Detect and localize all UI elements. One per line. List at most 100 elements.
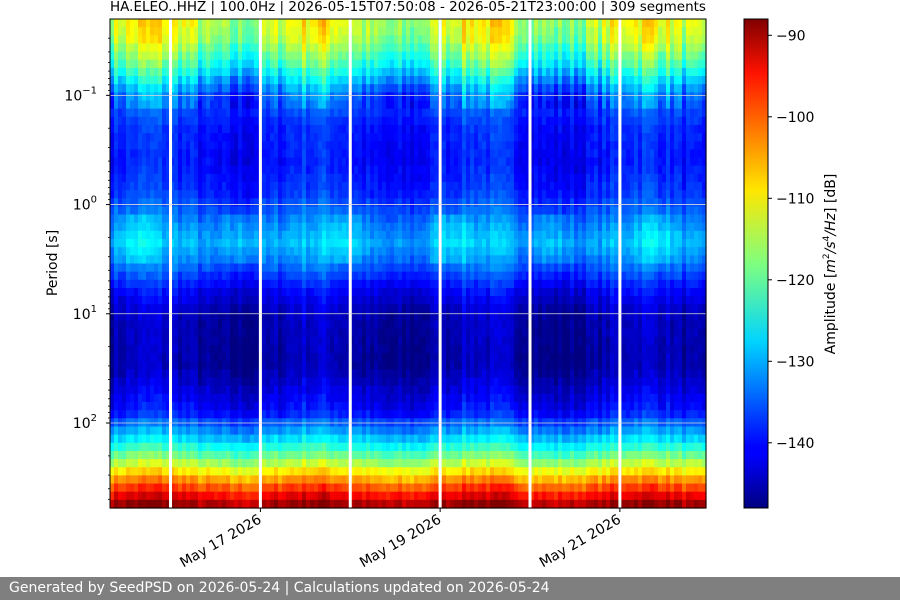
spectrogram-cell bbox=[538, 157, 543, 167]
spectrogram-cell bbox=[206, 59, 211, 69]
spectrogram-cell bbox=[418, 222, 423, 232]
spectrogram-cell bbox=[626, 247, 631, 256]
spectrogram-cell bbox=[322, 116, 327, 126]
spectrogram-cell bbox=[310, 51, 315, 61]
spectrogram-cell bbox=[130, 92, 135, 102]
spectrogram-cell bbox=[418, 255, 423, 265]
spectrogram-cell bbox=[698, 247, 703, 256]
spectrogram-cell bbox=[538, 182, 543, 191]
spectrogram-cell bbox=[186, 35, 191, 45]
spectrogram-cell bbox=[586, 198, 591, 208]
spectrogram-cell bbox=[122, 100, 127, 110]
spectrogram-cell bbox=[402, 59, 407, 69]
spectrogram-cell bbox=[562, 43, 567, 53]
spectrogram-cell bbox=[214, 182, 219, 191]
spectrogram-cell bbox=[610, 157, 615, 167]
spectrogram-cell bbox=[642, 271, 647, 281]
spectrogram-cell bbox=[686, 59, 691, 69]
spectrogram-cell bbox=[698, 165, 703, 175]
spectrogram-cell bbox=[338, 239, 343, 248]
spectrogram-cell bbox=[454, 27, 459, 36]
spectrogram-cell bbox=[306, 43, 311, 53]
spectrogram-cell bbox=[378, 287, 383, 297]
spectrogram-cell bbox=[686, 157, 691, 167]
spectrogram-cell bbox=[658, 59, 663, 69]
spectrogram-cell bbox=[602, 263, 607, 273]
spectrogram-cell bbox=[354, 247, 359, 256]
spectrogram-cell bbox=[346, 67, 351, 77]
spectrogram-cell bbox=[118, 173, 123, 183]
spectrogram-cell bbox=[342, 84, 347, 93]
spectrogram-cell bbox=[190, 27, 195, 36]
spectrogram-cell bbox=[162, 157, 167, 167]
spectrogram-cell bbox=[150, 43, 155, 53]
spectrogram-cell bbox=[658, 92, 663, 102]
spectrogram-cell bbox=[490, 133, 495, 142]
spectrogram-cell bbox=[402, 182, 407, 191]
spectrogram-cell bbox=[630, 222, 635, 232]
spectrogram-cell bbox=[278, 157, 283, 167]
spectrogram-cell bbox=[406, 100, 411, 110]
spectrogram-cell bbox=[142, 67, 147, 77]
spectrogram-cell bbox=[626, 182, 631, 191]
spectrogram-cell bbox=[610, 239, 615, 248]
spectrogram-cell bbox=[310, 84, 315, 93]
spectrogram-cell bbox=[538, 59, 543, 69]
spectrogram-cell bbox=[334, 76, 339, 85]
spectrogram-cell bbox=[114, 198, 119, 208]
spectrogram-cell bbox=[674, 279, 679, 289]
spectrogram-cell bbox=[602, 182, 607, 191]
spectrogram-cell bbox=[554, 116, 559, 126]
spectrogram-cell bbox=[110, 239, 115, 248]
spectrogram-cell bbox=[306, 230, 311, 240]
spectrogram-cell bbox=[130, 35, 135, 45]
spectrogram-cell bbox=[122, 247, 127, 256]
spectrogram-cell bbox=[282, 59, 287, 69]
spectrogram-cell bbox=[550, 190, 555, 199]
spectrogram-cell bbox=[630, 173, 635, 183]
spectrogram-cell bbox=[486, 247, 491, 256]
spectrogram-cell bbox=[630, 51, 635, 61]
spectrogram-cell bbox=[338, 222, 343, 232]
spectrogram-cell bbox=[554, 51, 559, 61]
spectrogram-cell bbox=[562, 271, 567, 281]
spectrogram-cell bbox=[502, 84, 507, 93]
spectrogram-cell bbox=[606, 271, 611, 281]
spectrogram-cell bbox=[322, 165, 327, 175]
spectrogram-cell bbox=[114, 51, 119, 61]
spectrogram-cell bbox=[570, 271, 575, 281]
spectrogram-cell bbox=[318, 108, 323, 118]
spectrogram-cell bbox=[110, 116, 115, 126]
spectrogram-cell bbox=[646, 271, 651, 281]
spectrogram-cell bbox=[190, 271, 195, 281]
spectrogram-cell bbox=[270, 222, 275, 232]
spectrogram-cell bbox=[598, 182, 603, 191]
spectrogram-cell bbox=[654, 141, 659, 150]
spectrogram-cell bbox=[482, 279, 487, 289]
spectrogram-cell bbox=[306, 206, 311, 216]
spectrogram-cell bbox=[498, 271, 503, 281]
spectrogram-cell bbox=[298, 190, 303, 199]
spectrogram-cell bbox=[582, 67, 587, 77]
spectrogram-cell bbox=[530, 157, 535, 167]
spectrogram-cell bbox=[654, 133, 659, 142]
spectrogram-cell bbox=[242, 59, 247, 69]
spectrogram-cell bbox=[578, 100, 583, 110]
spectrogram-cell bbox=[694, 92, 699, 102]
spectrogram-cell bbox=[318, 149, 323, 159]
spectrogram-cell bbox=[534, 247, 539, 256]
spectrogram-cell bbox=[398, 19, 403, 28]
spectrogram-cell bbox=[490, 206, 495, 216]
spectrogram-cell bbox=[546, 92, 551, 102]
spectrogram-cell bbox=[170, 116, 175, 126]
spectrogram-cell bbox=[362, 271, 367, 281]
spectrogram-cell bbox=[114, 165, 119, 175]
spectrogram-cell bbox=[418, 59, 423, 69]
spectrogram-cell bbox=[134, 133, 139, 142]
spectrogram-cell bbox=[434, 173, 439, 183]
spectrogram-cell bbox=[366, 59, 371, 69]
spectrogram-cell bbox=[426, 173, 431, 183]
spectrogram-cell bbox=[522, 67, 527, 77]
spectrogram-cell bbox=[202, 51, 207, 61]
spectrogram-cell bbox=[174, 100, 179, 110]
